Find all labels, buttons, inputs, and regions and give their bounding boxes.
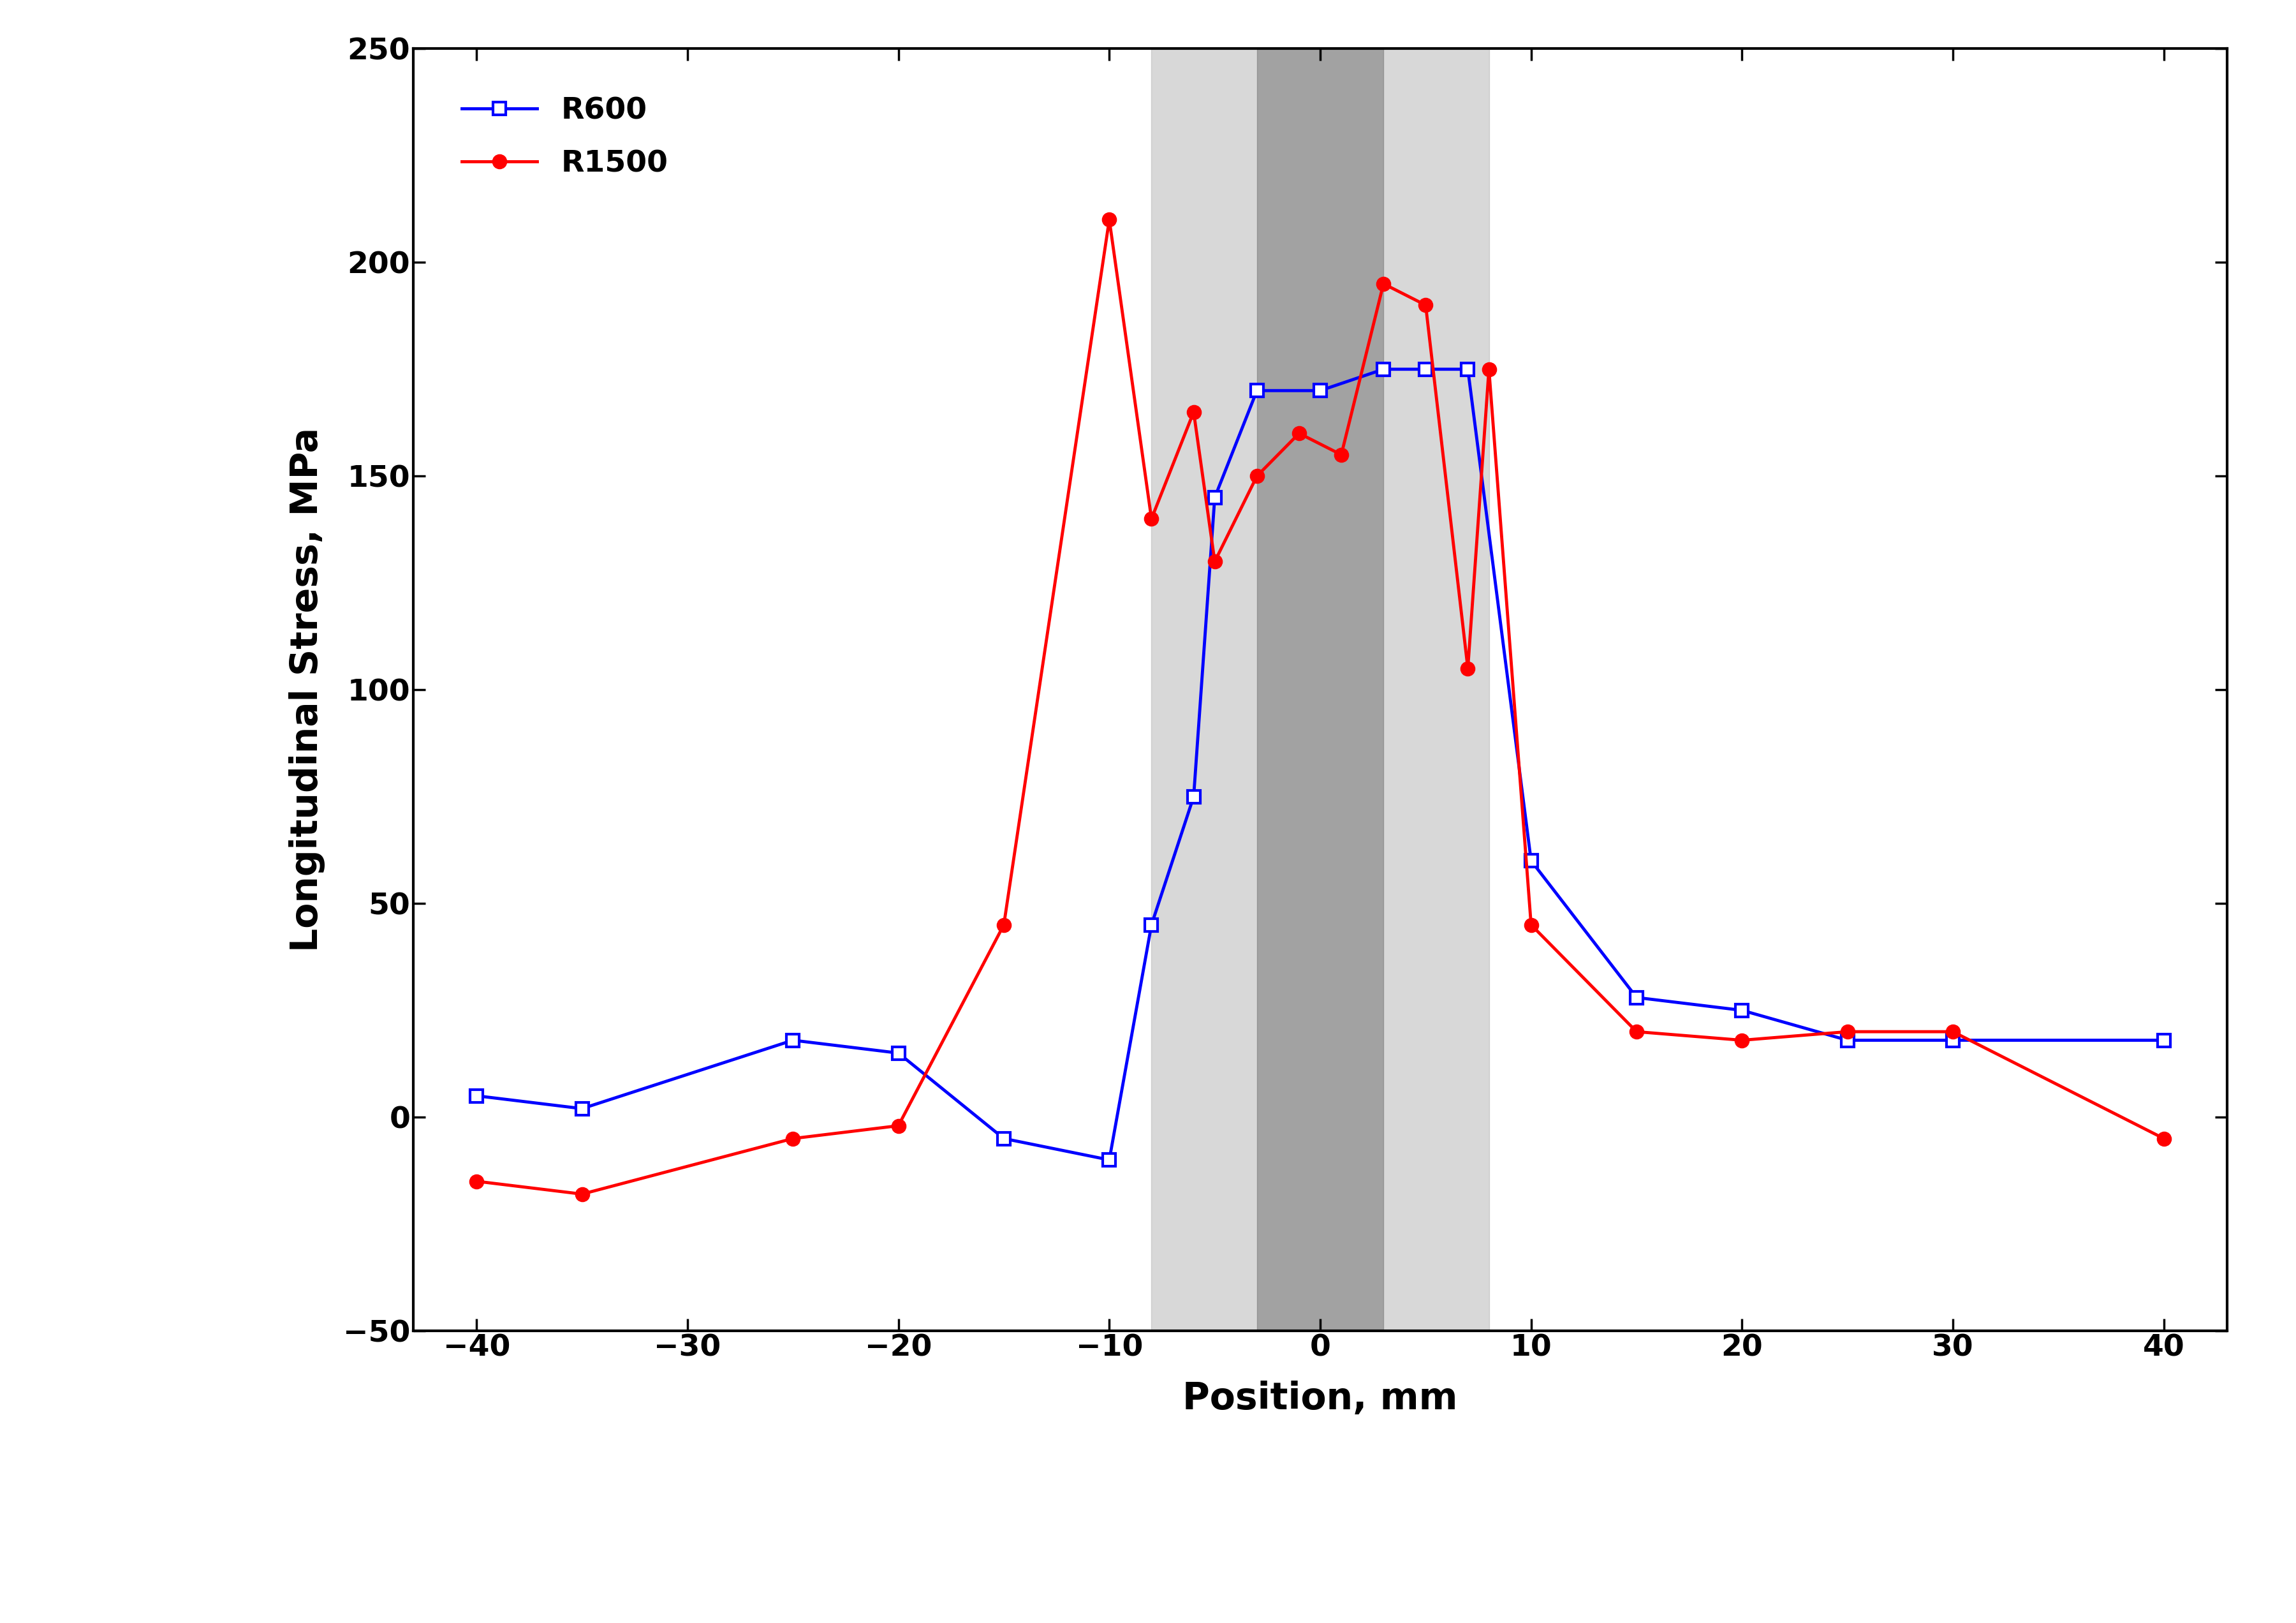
R1500 <box>884 1117 912 1136</box>
R1500 <box>778 1130 806 1149</box>
R1500 <box>1242 466 1270 485</box>
R1500 <box>567 1185 595 1204</box>
R600 <box>1371 359 1398 378</box>
R600 <box>1453 359 1481 378</box>
R600 <box>884 1044 912 1063</box>
R1500 <box>1474 359 1502 378</box>
Line: R1500: R1500 <box>471 214 2170 1201</box>
R600 <box>1139 915 1166 935</box>
R1500 <box>1286 424 1313 443</box>
R1500 <box>1180 403 1208 422</box>
R1500 <box>990 915 1017 935</box>
R1500 <box>1095 209 1123 229</box>
Legend: R600, R1500: R600, R1500 <box>450 84 680 190</box>
R600 <box>1412 359 1440 378</box>
R1500 <box>1518 915 1545 935</box>
R600 <box>778 1031 806 1050</box>
X-axis label: Position, mm: Position, mm <box>1182 1381 1458 1417</box>
R600 <box>1095 1151 1123 1170</box>
R600 <box>1835 1031 1862 1050</box>
R600 <box>1940 1031 1968 1050</box>
Bar <box>1153 49 1488 1331</box>
R1500 <box>1139 510 1166 529</box>
R1500 <box>1940 1022 1968 1042</box>
R600 <box>567 1099 595 1118</box>
R1500 <box>2149 1130 2177 1149</box>
R600 <box>1306 381 1334 401</box>
R600 <box>464 1086 491 1105</box>
R1500 <box>1623 1022 1651 1042</box>
R1500 <box>1327 445 1355 464</box>
Bar <box>1256 49 1384 1331</box>
R600 <box>1729 1000 1756 1021</box>
Line: R600: R600 <box>471 364 2170 1165</box>
R1500 <box>1412 295 1440 315</box>
R1500 <box>464 1172 491 1191</box>
R1500 <box>1453 659 1481 678</box>
R600 <box>990 1130 1017 1149</box>
R600 <box>1623 988 1651 1008</box>
R1500 <box>1201 552 1228 571</box>
R1500 <box>1835 1022 1862 1042</box>
R600 <box>1201 487 1228 506</box>
R600 <box>2149 1031 2177 1050</box>
R1500 <box>1729 1031 1756 1050</box>
R600 <box>1242 381 1270 401</box>
Y-axis label: Longitudinal Stress, MPa: Longitudinal Stress, MPa <box>289 427 326 953</box>
R1500 <box>1371 274 1398 294</box>
R600 <box>1180 787 1208 807</box>
R600 <box>1518 850 1545 870</box>
